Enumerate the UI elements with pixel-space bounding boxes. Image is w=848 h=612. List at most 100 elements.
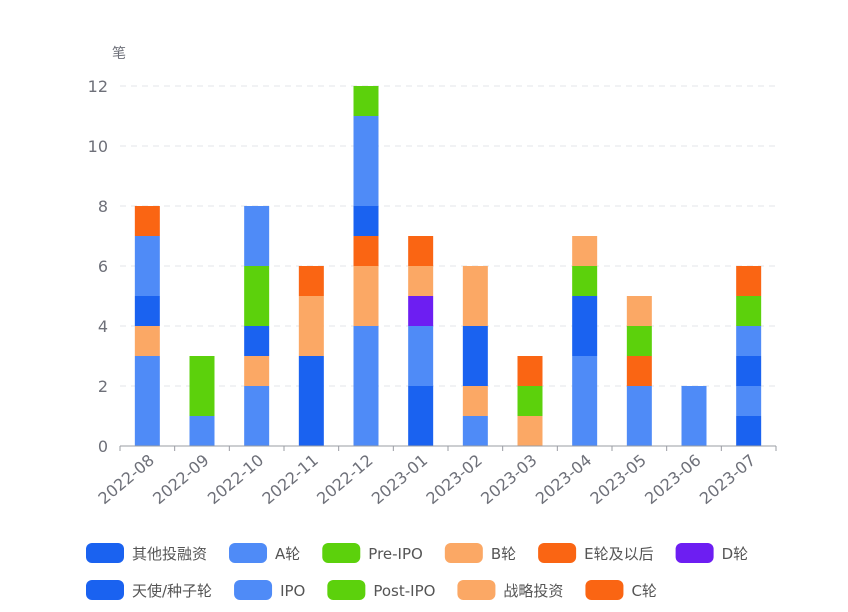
bar-segment[interactable] [462, 386, 488, 416]
legend-item[interactable]: Post-IPO [327, 580, 435, 600]
bar-segment[interactable] [626, 326, 652, 356]
x-tick-label: 2023-01 [368, 451, 431, 509]
bar-segment[interactable] [572, 296, 598, 356]
bar-segment[interactable] [244, 326, 270, 356]
bar-segment[interactable] [736, 266, 762, 296]
bar-segment[interactable] [244, 266, 270, 326]
bar-segment[interactable] [408, 266, 434, 296]
legend-item[interactable]: 天使/种子轮 [86, 580, 212, 600]
x-tick-label: 2022-12 [313, 451, 376, 509]
y-tick-label: 12 [88, 77, 108, 96]
y-tick-label: 4 [98, 317, 108, 336]
legend-label: B轮 [491, 545, 516, 563]
bar-segment[interactable] [572, 356, 598, 446]
y-tick-label: 2 [98, 377, 108, 396]
bar-segment[interactable] [572, 236, 598, 266]
bar-segment[interactable] [189, 356, 215, 386]
legend-item[interactable]: E轮及以后 [538, 543, 654, 563]
bar-segment[interactable] [298, 356, 324, 416]
bar-segment[interactable] [517, 386, 543, 416]
bar-segment[interactable] [736, 296, 762, 326]
x-tick-label: 2023-05 [586, 451, 649, 509]
legend-item[interactable]: B轮 [444, 543, 516, 563]
legend-swatch [675, 543, 714, 563]
bar-segment[interactable] [736, 326, 762, 356]
y-tick-label: 0 [98, 437, 108, 456]
bar-segment[interactable] [517, 416, 543, 446]
bar-segment[interactable] [681, 386, 707, 446]
legend-swatch [322, 543, 361, 563]
bar-segment[interactable] [462, 266, 488, 326]
bar-segment[interactable] [736, 386, 762, 416]
legend-label: Post-IPO [373, 582, 435, 600]
bar-segment[interactable] [134, 296, 160, 326]
x-tick-label: 2023-07 [696, 451, 759, 509]
bar-segment[interactable] [462, 416, 488, 446]
legend-swatch [234, 580, 273, 600]
legend-item[interactable]: D轮 [675, 543, 749, 563]
bar-segment[interactable] [626, 416, 652, 446]
bar-segment[interactable] [244, 206, 270, 266]
legend-label: 其他投融资 [132, 545, 207, 563]
bar-segment[interactable] [298, 266, 324, 296]
legend-item[interactable]: A轮 [229, 543, 300, 563]
bar-segment[interactable] [353, 326, 379, 446]
bars [134, 86, 762, 446]
x-tick-label: 2023-06 [641, 451, 704, 509]
bar-segment[interactable] [298, 416, 324, 446]
x-tick-label: 2022-11 [258, 451, 321, 509]
bar-segment[interactable] [353, 206, 379, 236]
legend-swatch [538, 543, 577, 563]
bar-segment[interactable] [353, 236, 379, 266]
x-tick-label: 2022-08 [94, 451, 157, 509]
bar-segment[interactable] [736, 356, 762, 386]
bar-segment[interactable] [408, 296, 434, 326]
bar-segment[interactable] [408, 326, 434, 386]
legend-label: A轮 [275, 545, 300, 563]
legend-item[interactable]: IPO [234, 580, 305, 600]
bar-segment[interactable] [134, 236, 160, 296]
legend-item[interactable]: C轮 [585, 580, 657, 600]
bar-segment[interactable] [134, 326, 160, 356]
legend-label: D轮 [722, 545, 749, 563]
bar-segment[interactable] [626, 386, 652, 416]
y-tick-label: 8 [98, 197, 108, 216]
legend-swatch [585, 580, 624, 600]
legend-label: E轮及以后 [584, 545, 653, 563]
bar-segment[interactable] [189, 416, 215, 446]
bar-segment[interactable] [134, 356, 160, 446]
bar-segment[interactable] [244, 386, 270, 446]
bar-segment[interactable] [462, 326, 488, 386]
bar-segment[interactable] [353, 266, 379, 326]
bar-segment[interactable] [572, 266, 598, 296]
legend-label: 天使/种子轮 [132, 582, 212, 600]
bar-segment[interactable] [244, 356, 270, 386]
legend-swatch [229, 543, 268, 563]
legend-swatch [86, 580, 124, 600]
bar-segment[interactable] [189, 386, 215, 416]
legend-item[interactable]: Pre-IPO [322, 543, 423, 563]
grid-lines [120, 85, 776, 387]
legend-swatch [444, 543, 483, 563]
x-tick-label: 2023-04 [532, 451, 595, 509]
bar-segment[interactable] [517, 356, 543, 386]
legend-item[interactable]: 其他投融资 [86, 543, 207, 563]
bar-segment[interactable] [626, 296, 652, 326]
x-tick-label: 2023-03 [477, 451, 540, 509]
bar-segment[interactable] [736, 416, 762, 446]
bar-segment[interactable] [626, 356, 652, 386]
bar-segment[interactable] [353, 86, 379, 116]
x-tick-label: 2022-10 [204, 451, 267, 509]
bar-segment[interactable] [298, 296, 324, 356]
y-tick-label: 6 [98, 257, 108, 276]
bar-segment[interactable] [408, 386, 434, 446]
legend-swatch [457, 580, 496, 600]
bar-segment[interactable] [353, 116, 379, 206]
bar-segment[interactable] [134, 206, 160, 236]
legend-label: IPO [280, 582, 305, 600]
bar-segment[interactable] [408, 236, 434, 266]
legend-item[interactable]: 战略投资 [457, 580, 563, 600]
